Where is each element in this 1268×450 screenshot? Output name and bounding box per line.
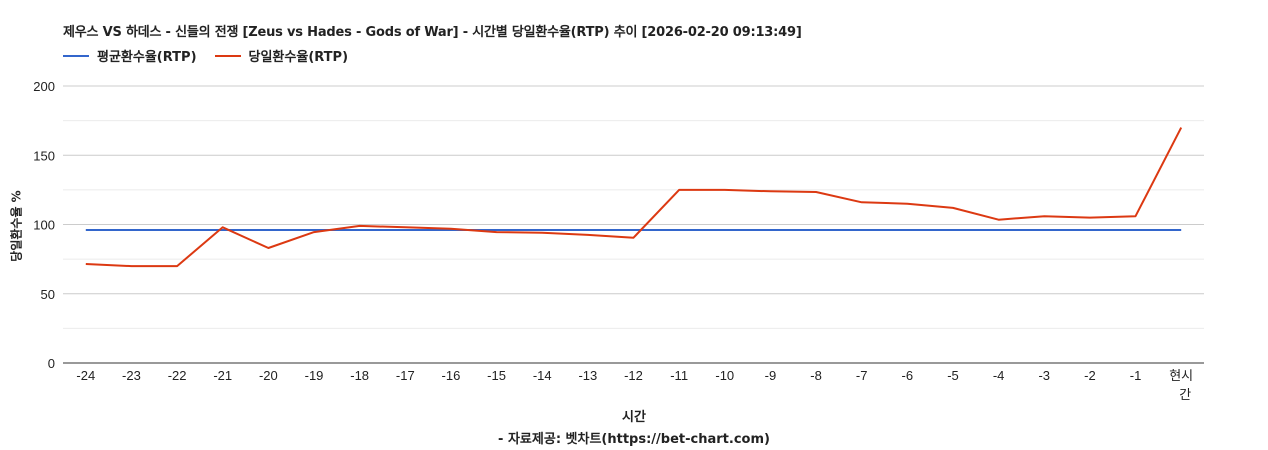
x-tick-label: 현시 xyxy=(1169,368,1193,383)
legend-label-average: 평균환수율(RTP) xyxy=(97,50,197,65)
x-tick-label: -24 xyxy=(76,368,95,383)
x-tick-label: -3 xyxy=(1038,368,1050,383)
x-tick-label: -16 xyxy=(442,368,461,383)
x-tick-label: -8 xyxy=(810,368,822,383)
y-tick-label: 200 xyxy=(33,79,55,94)
x-tick-label: -11 xyxy=(670,368,688,383)
x-tick-label: -2 xyxy=(1084,368,1096,383)
y-axis-label: 당일환수율 % xyxy=(9,190,24,262)
x-tick-label: -12 xyxy=(624,368,643,383)
y-tick-label: 50 xyxy=(41,287,55,302)
series-daily-line[interactable] xyxy=(85,127,1183,268)
chart-title: 제우스 VS 하데스 - 신들의 전쟁 [Zeus vs Hades - God… xyxy=(63,25,802,40)
x-tick-label: -4 xyxy=(993,368,1005,383)
y-tick-label: 0 xyxy=(48,356,55,371)
legend-item-daily[interactable]: 당일환수율(RTP) xyxy=(214,46,349,65)
x-tick-label: -9 xyxy=(765,368,777,383)
y-tick-label: 100 xyxy=(33,218,55,233)
legend: 평균환수율(RTP) 당일환수율(RTP) xyxy=(63,46,366,65)
x-tick-label: -6 xyxy=(902,368,914,383)
x-tick-label: -1 xyxy=(1130,368,1142,383)
x-tick-label: -7 xyxy=(856,368,868,383)
credit-text: - 자료제공: 벳차트(https://bet-chart.com) xyxy=(498,432,770,447)
x-tick-label: -22 xyxy=(168,368,187,383)
x-tick-label: -14 xyxy=(533,368,552,383)
legend-label-daily: 당일환수율(RTP) xyxy=(248,50,349,65)
x-tick-label: -13 xyxy=(578,368,597,383)
x-tick-label: -10 xyxy=(715,368,734,383)
x-tick-label: -20 xyxy=(259,368,278,383)
x-axis-label: 시간 xyxy=(622,410,646,425)
x-tick-label: 간 xyxy=(1179,387,1191,402)
x-tick-label: -15 xyxy=(487,368,506,383)
x-tick-label: -21 xyxy=(213,368,232,383)
y-tick-label: 150 xyxy=(33,148,55,163)
legend-item-average[interactable]: 평균환수율(RTP) xyxy=(63,46,197,65)
x-tick-label: -18 xyxy=(350,368,369,383)
x-tick-label: -23 xyxy=(122,368,141,383)
legend-swatch-daily-icon xyxy=(214,54,241,57)
legend-swatch-average-icon xyxy=(63,54,89,57)
x-tick-label: -17 xyxy=(396,368,415,383)
x-tick-label: -5 xyxy=(947,368,959,383)
x-tick-label: -19 xyxy=(305,368,324,383)
